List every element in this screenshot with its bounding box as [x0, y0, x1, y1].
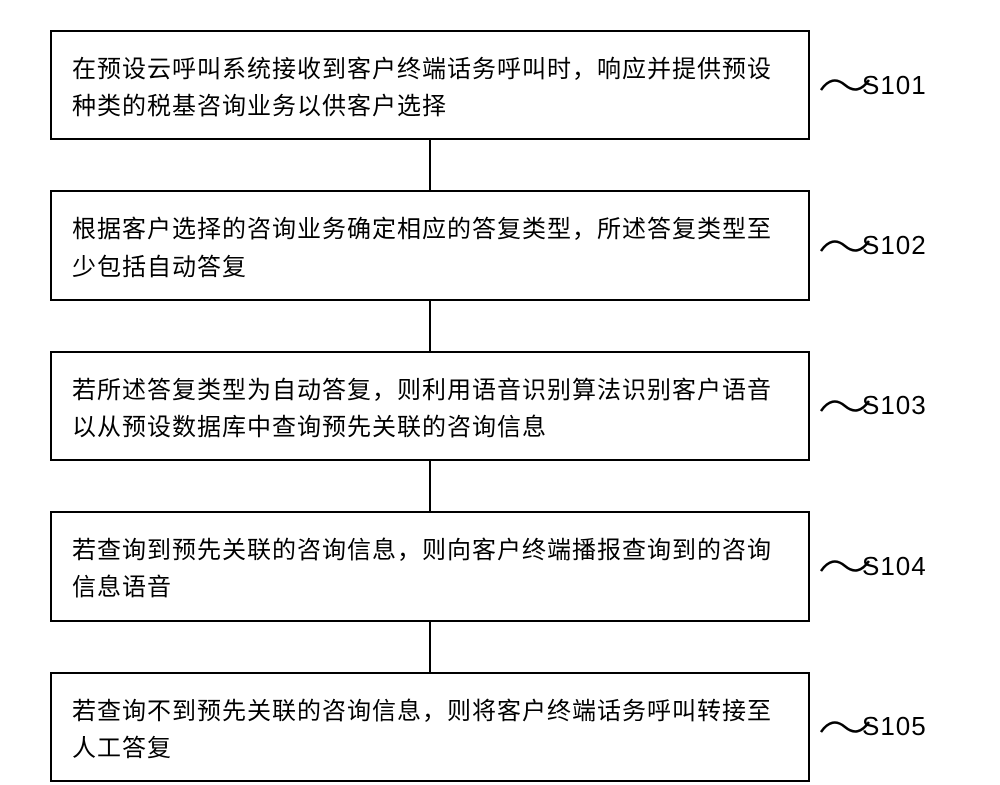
- flow-step: 若查询不到预先关联的咨询信息，则将客户终端话务呼叫转接至人工答复 S105: [50, 672, 950, 782]
- flow-step: 若查询到预先关联的咨询信息，则向客户终端播报查询到的咨询信息语音 S104: [50, 511, 950, 621]
- flowchart-container: 在预设云呼叫系统接收到客户终端话务呼叫时，响应并提供预设种类的税基咨询业务以供客…: [50, 30, 950, 782]
- step-label-s104: S104: [862, 551, 927, 582]
- flow-step: 在预设云呼叫系统接收到客户终端话务呼叫时，响应并提供预设种类的税基咨询业务以供客…: [50, 30, 950, 140]
- step-label-s101: S101: [862, 70, 927, 101]
- step-box-s103: 若所述答复类型为自动答复，则利用语音识别算法识别客户语音以从预设数据库中查询预先…: [50, 351, 810, 461]
- step-label-s102: S102: [862, 230, 927, 261]
- step-box-s102: 根据客户选择的咨询业务确定相应的答复类型，所述答复类型至少包括自动答复: [50, 190, 810, 300]
- step-text: 在预设云呼叫系统接收到客户终端话务呼叫时，响应并提供预设种类的税基咨询业务以供客…: [72, 49, 772, 121]
- step-label-s105: S105: [862, 711, 927, 742]
- step-box-s105: 若查询不到预先关联的咨询信息，则将客户终端话务呼叫转接至人工答复: [50, 672, 810, 782]
- flow-connector: [50, 622, 810, 672]
- step-box-s104: 若查询到预先关联的咨询信息，则向客户终端播报查询到的咨询信息语音: [50, 511, 810, 621]
- step-text: 若查询到预先关联的咨询信息，则向客户终端播报查询到的咨询信息语音: [72, 530, 772, 602]
- flow-connector: [50, 140, 810, 190]
- flow-connector: [50, 461, 810, 511]
- step-box-s101: 在预设云呼叫系统接收到客户终端话务呼叫时，响应并提供预设种类的税基咨询业务以供客…: [50, 30, 810, 140]
- flow-step: 若所述答复类型为自动答复，则利用语音识别算法识别客户语音以从预设数据库中查询预先…: [50, 351, 950, 461]
- step-text: 若所述答复类型为自动答复，则利用语音识别算法识别客户语音以从预设数据库中查询预先…: [72, 370, 772, 442]
- flow-step: 根据客户选择的咨询业务确定相应的答复类型，所述答复类型至少包括自动答复 S102: [50, 190, 950, 300]
- flow-connector: [50, 301, 810, 351]
- step-text: 根据客户选择的咨询业务确定相应的答复类型，所述答复类型至少包括自动答复: [72, 209, 772, 281]
- step-label-s103: S103: [862, 390, 927, 421]
- step-text: 若查询不到预先关联的咨询信息，则将客户终端话务呼叫转接至人工答复: [72, 691, 772, 763]
